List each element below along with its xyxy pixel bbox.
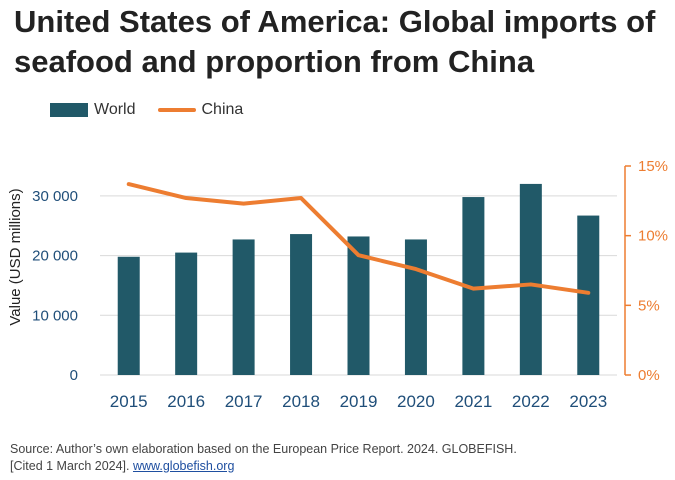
bar-world xyxy=(117,256,140,375)
legend: World China xyxy=(50,101,265,119)
y2-tick-label: 5% xyxy=(638,297,660,314)
legend-item-china: China xyxy=(157,101,244,119)
source-cited: [Cited 1 March 2024]. xyxy=(10,459,133,473)
chart-area: 0 10 000 20 000 30 000 0% 5% 10% 15% 2015 2016 201… xyxy=(7,158,668,411)
x-tick-label: 2015 xyxy=(110,392,148,411)
y2-tick-label: 0% xyxy=(638,367,660,384)
y2-tick-label: 15% xyxy=(638,158,668,175)
bar-world xyxy=(577,215,600,375)
line-china xyxy=(126,182,591,295)
bar-world xyxy=(232,239,255,375)
source-line-1: Source: Author’s own elaboration based o… xyxy=(10,442,517,456)
source-note: Source: Author’s own elaboration based o… xyxy=(10,441,517,475)
bar-world xyxy=(347,236,370,375)
bar-world xyxy=(175,252,198,375)
source-line-2: [Cited 1 March 2024]. www.globefish.org xyxy=(10,458,517,475)
legend-label-china: China xyxy=(201,101,244,118)
x-tick-label: 2016 xyxy=(167,392,205,411)
bar-world xyxy=(462,197,485,375)
x-tick-label: 2023 xyxy=(569,392,607,411)
y-tick-label: 10 000 xyxy=(32,307,78,324)
y-tick-label: 30 000 xyxy=(32,188,78,205)
x-tick-label: 2018 xyxy=(282,392,320,411)
x-tick-label: 2020 xyxy=(397,392,435,411)
legend-swatch-world xyxy=(50,103,88,117)
x-tick-label: 2022 xyxy=(512,392,550,411)
y-tick-label: 20 000 xyxy=(32,248,78,265)
bar-world xyxy=(404,239,427,375)
y2-tick-label: 10% xyxy=(638,228,668,245)
x-tick-label: 2017 xyxy=(225,392,263,411)
legend-label-world: World xyxy=(94,101,136,118)
x-tick-label: 2021 xyxy=(454,392,492,411)
bar-world xyxy=(290,234,313,375)
legend-swatch-china xyxy=(157,108,196,112)
legend-item-world: World xyxy=(50,101,136,119)
bar-world xyxy=(519,183,542,375)
x-tick-label: 2019 xyxy=(340,392,378,411)
chart-title: United States of America: Global imports… xyxy=(14,4,656,79)
y-tick-label: 0 xyxy=(70,367,78,384)
source-link[interactable]: www.globefish.org xyxy=(132,459,235,473)
y-axis-label: Value (USD millions) xyxy=(7,188,24,325)
